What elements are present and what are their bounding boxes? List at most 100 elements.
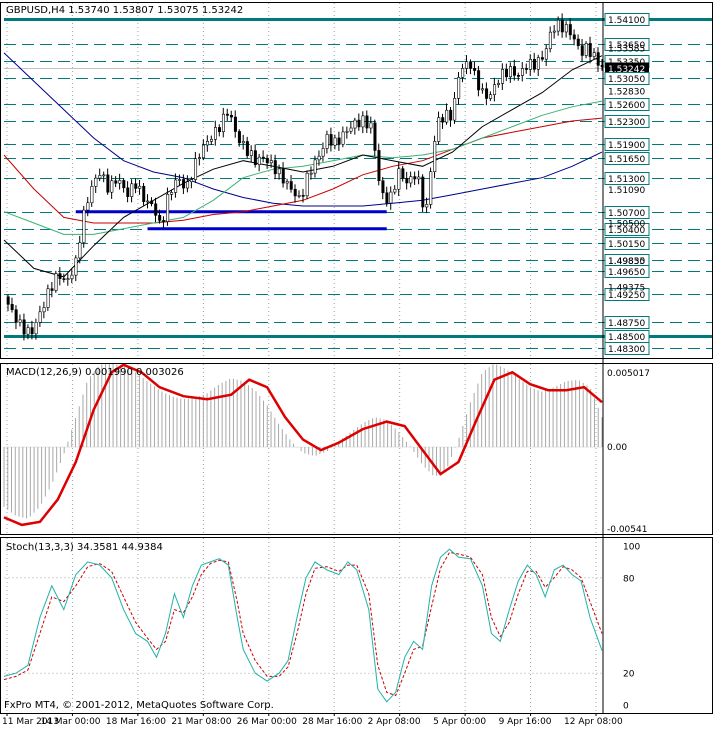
candle-body [528,59,532,70]
candle-body [293,189,297,197]
candle-body [206,140,210,146]
candle-body [381,180,385,194]
current-price-label: 1.53242 [608,65,645,75]
candle-body [385,192,389,204]
candle-body [210,138,214,142]
ma-fast-line [3,55,603,278]
candle-body [281,168,285,184]
stoch-main-line [3,548,603,703]
candle-body [349,127,353,132]
candle-body [421,176,425,208]
candle-body [126,187,130,197]
level-price-label: 1.53050 [608,75,645,85]
candle-body [453,98,457,121]
level-price-box [604,265,650,278]
level-price-label: 1.48750 [608,319,645,329]
candle-body [30,327,34,335]
candle-body [469,61,473,69]
candle-body [22,319,26,335]
candle-body [465,61,469,69]
level-price-box [604,237,650,250]
level-price-box [604,223,650,236]
candle-body [26,327,30,335]
candle-body [461,68,465,78]
candle-body [532,59,536,70]
time-axis-label: 28 Mar 16:00 [302,717,362,727]
candle-body [373,122,377,151]
candle-body [405,178,409,184]
candle-body [277,168,281,175]
candle-body [273,160,277,175]
level-price-label: 1.48300 [608,345,645,355]
candle-body [588,43,592,57]
stoch-axis-label: 100 [623,543,640,553]
level-price-label: 1.54100 [608,16,645,26]
candle-body [441,117,445,123]
candle-body [576,38,580,46]
stoch-axis-label: 20 [623,670,635,680]
candle-body [289,181,293,190]
candle-body [477,70,481,91]
candle-body [489,94,493,99]
level-price-label: 1.51300 [608,175,645,185]
candle-body [353,119,357,129]
candle-body [257,156,261,165]
level-price-label: 1.49850 [608,257,645,267]
candle-body [505,69,509,78]
level-price-label: 1.51900 [608,141,645,151]
level-price-box [604,138,650,151]
candle-body [437,117,441,142]
candle-body [46,288,50,308]
level-price-label: 1.53650 [608,41,645,51]
candle-body [98,175,102,179]
candle-body [138,185,142,189]
candle-body [449,109,453,121]
candle-body [38,311,42,323]
candle-body [345,130,349,133]
candle-body [501,69,505,84]
candle-body [50,288,54,291]
level-price-label: 1.52600 [608,101,645,111]
copyright-label: FxPro MT4, © 2001-2012, MetaQuotes Softw… [4,700,274,711]
price-axis-label: 1.51090 [608,186,645,196]
candle-body [94,177,98,187]
time-axis-label: 9 Apr 16:00 [499,717,552,727]
candle-body [102,174,106,177]
candle-body [182,179,186,189]
candle-body [54,273,58,291]
candle-body [249,150,253,156]
level-price-box [604,288,650,301]
candle-body [118,180,122,184]
candle-body [10,304,14,310]
candle-body [540,57,544,60]
candle-body [229,115,233,118]
price-axis-label: 1.53585 [608,45,645,55]
candle-body [397,168,401,190]
candle-body [233,116,237,132]
candle-body [134,183,138,189]
candle-body [154,203,158,216]
macd-axis-label: 0.00 [607,443,627,453]
candle-body [409,176,413,184]
stoch-axis-label: 80 [623,574,635,584]
macd-axis-label: 0.005017 [607,369,650,379]
candle-body [202,144,206,158]
candle-body [174,179,178,193]
candle-body [596,52,600,66]
level-price-label: 1.49650 [608,268,645,278]
candle-body [544,48,548,60]
time-axis-label: 14 Mar 00:00 [40,717,100,727]
time-axis-label: 2 Apr 08:00 [368,717,421,727]
candle-body [58,273,62,279]
candle-body [14,309,18,323]
level-price-box [604,38,650,51]
candle-body [329,134,333,146]
candle-body [269,160,273,164]
time-axis-label: 12 Apr 08:00 [564,717,623,727]
level-price-label: 1.50400 [608,226,645,236]
stoch-signal-line [3,551,603,697]
candle-body [42,307,46,313]
candle-body [313,159,317,174]
